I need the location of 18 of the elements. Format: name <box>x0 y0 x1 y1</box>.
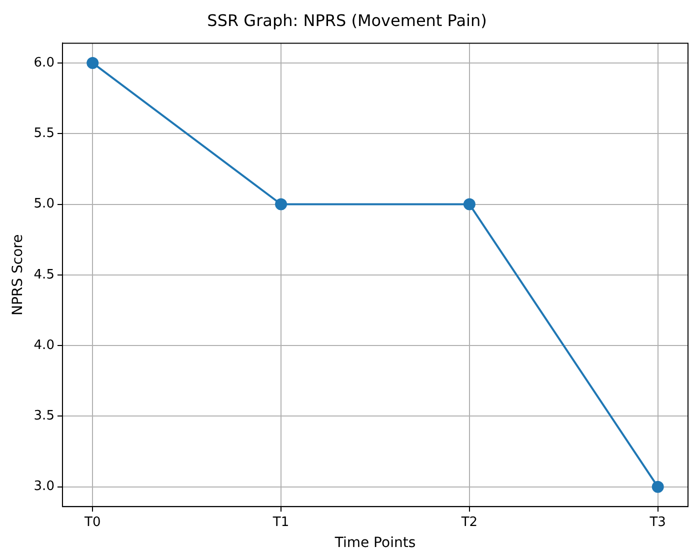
x-tick-label: T1 <box>272 514 290 530</box>
y-axis-title: NPRS Score <box>10 234 26 316</box>
y-tick-label: 5.0 <box>34 196 54 212</box>
x-tick-label: T3 <box>648 514 666 530</box>
point <box>652 480 664 493</box>
point <box>463 198 476 210</box>
chart-title: SSR Graph: NPRS (Movement Pain) <box>207 10 487 30</box>
y-tick-label: 3.5 <box>34 408 54 424</box>
x-axis-title: Time Points <box>334 535 416 552</box>
point <box>86 56 99 69</box>
point <box>275 198 288 210</box>
y-tick-label: 6.0 <box>34 55 54 70</box>
y-tick-label: 4.0 <box>34 338 54 353</box>
y-tick-label: 5.5 <box>34 126 54 141</box>
x-tick-label: T2 <box>460 514 478 530</box>
y-tick-label: 4.5 <box>34 267 54 282</box>
x-tick-label: T0 <box>84 514 101 530</box>
y-tick-label: 3.0 <box>34 479 54 494</box>
